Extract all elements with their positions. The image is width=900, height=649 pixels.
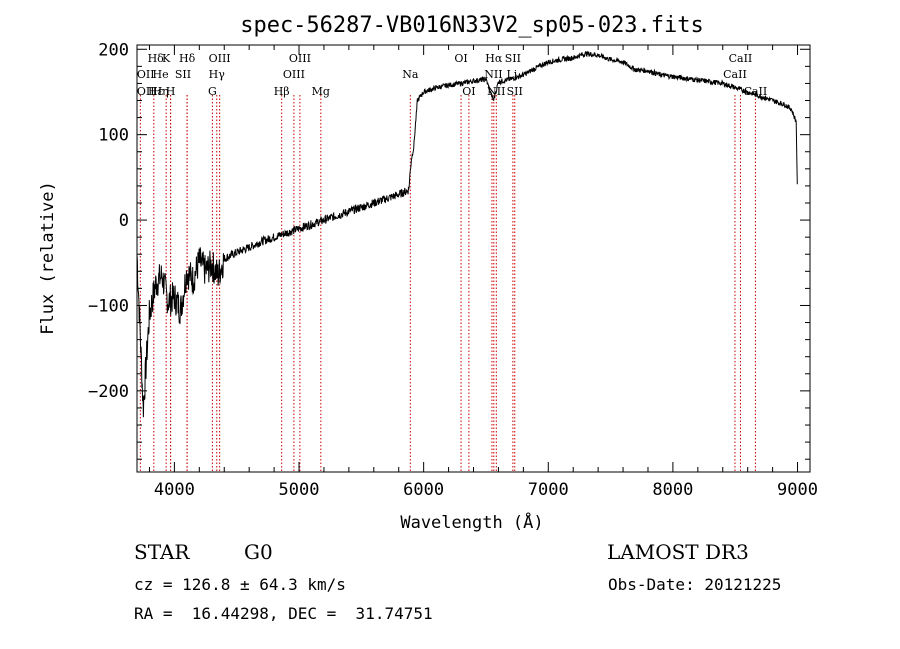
survey-name: LAMOST DR3 bbox=[607, 540, 749, 564]
line-label-row3-3: H bbox=[166, 85, 176, 98]
line-label-row3-10: CaII bbox=[744, 85, 768, 98]
line-label-row1-1: K bbox=[162, 52, 171, 65]
line-label-row2-8: CaII bbox=[723, 68, 747, 81]
line-label-row3-7: OI bbox=[462, 85, 475, 98]
y-tick-label--200: −200 bbox=[88, 382, 129, 402]
axes: 4000 5000 6000 7000 8000 9000 −200 −100 0 100 200 bbox=[88, 40, 818, 500]
line-label-row3-4: G bbox=[208, 85, 217, 98]
line-label-row3-6: Mg bbox=[312, 85, 330, 98]
line-label-row1-7: SII bbox=[505, 52, 521, 65]
coordinates: RA = 16.44298, DEC = 31.74751 bbox=[134, 604, 433, 623]
line-label-row1-4: OIII bbox=[289, 52, 311, 65]
object-subclass: G0 bbox=[244, 540, 273, 564]
x-tick-label-4000: 4000 bbox=[154, 480, 195, 500]
line-label-row3-5: Hβ bbox=[274, 85, 290, 98]
x-tick-label-7000: 7000 bbox=[528, 480, 569, 500]
y-tick-label--100: −100 bbox=[88, 296, 129, 316]
x-tick-label-8000: 8000 bbox=[652, 480, 693, 500]
y-axis-label: Flux (relative) bbox=[38, 181, 58, 335]
x-tick-label-9000: 9000 bbox=[777, 480, 818, 500]
line-label-row2-4: OIII bbox=[283, 68, 305, 81]
line-label-row2-1: He bbox=[153, 68, 169, 81]
line-label-row2-0: OII bbox=[137, 68, 155, 81]
chart-title: spec-56287-VB016N33V2_sp05-023.fits bbox=[240, 13, 704, 38]
x-tick-label-6000: 6000 bbox=[403, 480, 444, 500]
line-label-row3-2: Hη bbox=[153, 85, 169, 98]
line-label-row1-2: Hδ bbox=[179, 52, 196, 65]
line-label-row2-7: Li bbox=[506, 68, 517, 81]
line-label-row1-3: OIII bbox=[209, 52, 231, 65]
plot-frame bbox=[136, 44, 811, 473]
y-tick-label-200: 200 bbox=[98, 40, 129, 60]
emission-line-markers bbox=[139, 95, 756, 472]
line-label-row3-9: SII bbox=[507, 85, 523, 98]
x-tick-label-5000: 5000 bbox=[279, 480, 320, 500]
x-axis-label: Wavelength (Å) bbox=[400, 511, 543, 533]
line-label-row3-0: OII bbox=[137, 85, 155, 98]
line-label-row2-2: SII bbox=[175, 68, 191, 81]
line-label-row1-6: Hα bbox=[485, 52, 503, 65]
line-label-row1-0: Hδ bbox=[148, 52, 165, 65]
flux-series-line bbox=[136, 50, 798, 418]
line-label-row3-1: Hε bbox=[148, 85, 164, 98]
redshift-velocity: cz = 126.8 ± 64.3 km/s bbox=[134, 575, 346, 594]
y-tick-label-0: 0 bbox=[119, 211, 129, 231]
line-label-row2-3: Hγ bbox=[209, 68, 226, 81]
observation-date: Obs-Date: 20121225 bbox=[608, 575, 782, 594]
line-label-row2-5: Na bbox=[402, 68, 419, 81]
object-class: STAR bbox=[134, 540, 190, 564]
line-label-row1-8: CaII bbox=[729, 52, 753, 65]
y-tick-label-100: 100 bbox=[98, 126, 129, 146]
line-label-row2-6: NII bbox=[484, 68, 502, 81]
line-label-row1-5: OI bbox=[454, 52, 467, 65]
